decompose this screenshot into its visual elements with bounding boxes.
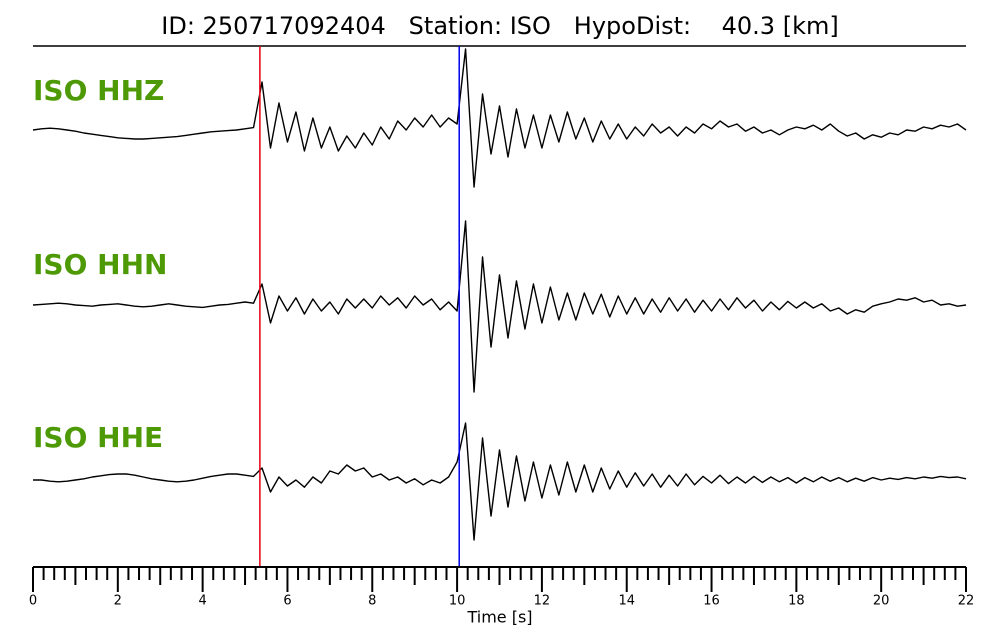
x-tick-label: 4 <box>198 594 206 609</box>
x-tick-label: 22 <box>958 594 975 609</box>
trace-line <box>32 48 967 188</box>
trace-label: ISO HHE <box>33 421 163 454</box>
trace-label: ISO HHN <box>33 248 167 281</box>
trace-label: ISO HHZ <box>33 74 164 107</box>
x-tick-label: 12 <box>534 594 551 609</box>
x-tick-label: 10 <box>449 594 466 609</box>
trace-line <box>32 220 967 393</box>
trace-line <box>33 422 967 541</box>
x-axis-label: Time [s] <box>466 608 532 627</box>
x-tick-label: 18 <box>788 594 805 609</box>
x-tick-label: 6 <box>283 594 291 609</box>
x-tick-label: 16 <box>703 594 720 609</box>
chart-title: ID: 250717092404 Station: ISO HypoDist: … <box>161 12 838 40</box>
x-tick-label: 20 <box>873 594 890 609</box>
x-tick-label: 14 <box>618 594 635 609</box>
x-tick-label: 8 <box>368 594 376 609</box>
x-tick-label: 2 <box>114 594 122 609</box>
x-tick-label: 0 <box>29 594 37 609</box>
